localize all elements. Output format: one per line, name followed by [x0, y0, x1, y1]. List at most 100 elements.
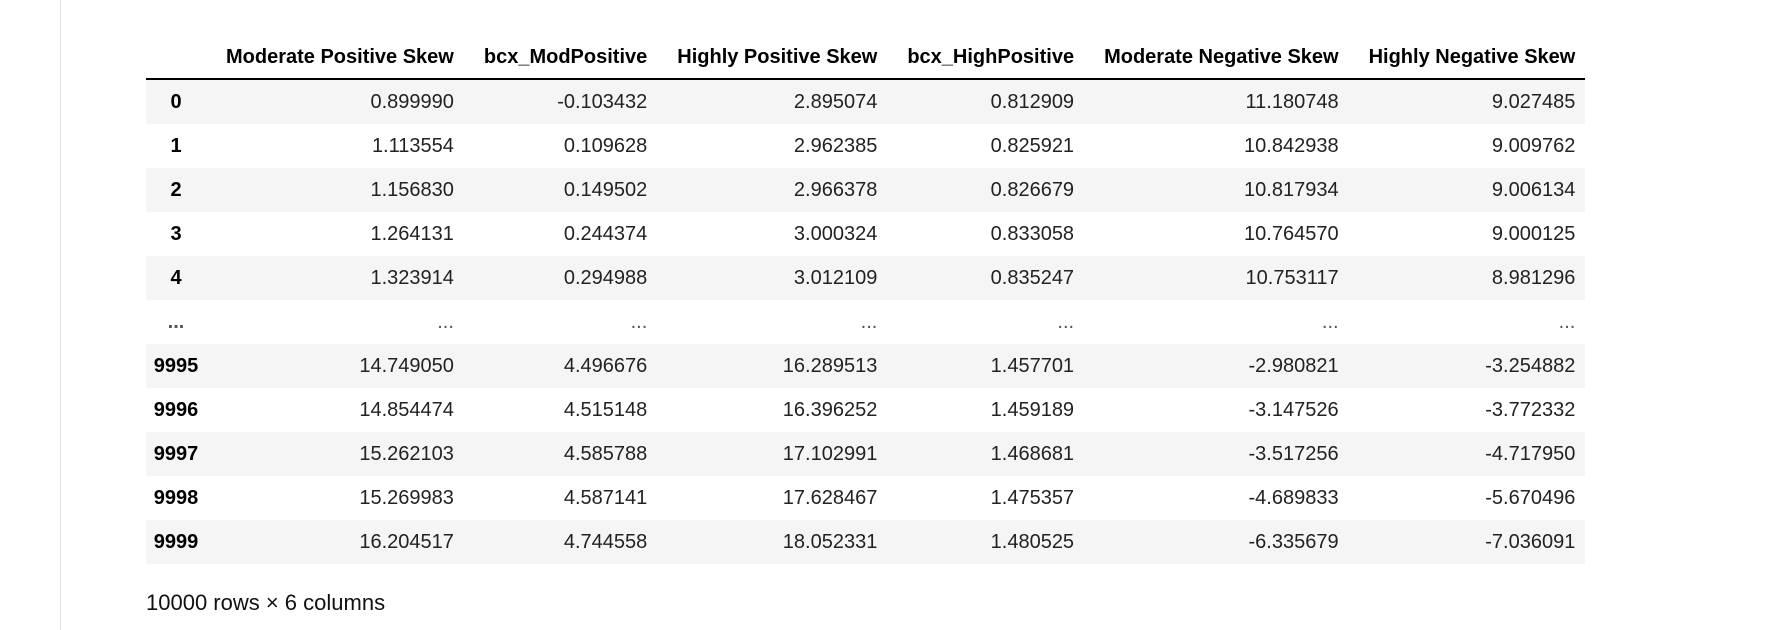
header-row: Moderate Positive Skew bcx_ModPositive H…: [146, 36, 1586, 80]
row-index: ...: [167, 310, 185, 333]
row-index: 0: [170, 90, 182, 113]
table-cell: 15.262103: [359, 442, 454, 465]
table-cell: -3.517256: [1248, 442, 1339, 465]
row-index: 3: [170, 222, 182, 245]
table-cell: 1.264131: [370, 222, 454, 245]
table-cell: -4.717950: [1485, 442, 1576, 465]
table-cell: 4.515148: [563, 398, 648, 421]
table-cell: 0.826679: [990, 178, 1075, 201]
table-cell: 14.854474: [359, 398, 454, 421]
row-index: 4: [170, 266, 182, 289]
table-row: 9997 15.262103 4.585788 17.102991 1.4686…: [146, 432, 1586, 476]
row-index: 9997: [153, 442, 199, 465]
table-cell: ...: [1321, 310, 1339, 333]
table-cell: 16.289513: [782, 354, 878, 377]
table-cell: 1.156830: [370, 178, 454, 201]
table-cell: 3.000324: [793, 222, 878, 245]
table-cell: 0.294988: [563, 266, 648, 289]
table-header: Moderate Positive Skew bcx_ModPositive H…: [146, 36, 1586, 80]
table-row: 9995 14.749050 4.496676 16.289513 1.4577…: [146, 344, 1586, 388]
table-cell: 1.323914: [370, 266, 454, 289]
table-cell: ...: [860, 310, 878, 333]
table-cell: 11.180748: [1245, 90, 1339, 113]
dataframe-output: Moderate Positive Skew bcx_ModPositive H…: [146, 36, 1586, 616]
table-cell: -3.254882: [1485, 354, 1576, 377]
table-cell: 1.475357: [990, 486, 1075, 509]
table-cell: 2.962385: [793, 134, 878, 157]
table-cell: 10.753117: [1245, 266, 1339, 289]
table-cell: 9.009762: [1491, 134, 1576, 157]
table-cell: 10.764570: [1244, 222, 1339, 245]
column-header: Highly Negative Skew: [1348, 36, 1586, 80]
row-index: 2: [170, 178, 182, 201]
row-index: 9999: [153, 530, 199, 553]
table-cell: 9.000125: [1491, 222, 1576, 245]
ellipsis-row: ... ... ... ... ... ... ...: [146, 300, 1586, 344]
table-cell: -2.980821: [1248, 354, 1339, 377]
table-cell: 4.744558: [563, 530, 648, 553]
table-cell: 1.457701: [990, 354, 1075, 377]
table-cell: 2.895074: [793, 90, 878, 113]
table-cell: 10.842938: [1244, 134, 1339, 157]
table-cell: ...: [437, 310, 454, 333]
dataframe-table: Moderate Positive Skew bcx_ModPositive H…: [146, 36, 1586, 564]
table-cell: 0.825921: [990, 134, 1075, 157]
table-cell: 16.204517: [359, 530, 454, 553]
table-cell: 0.244374: [563, 222, 648, 245]
table-cell: -3.772332: [1485, 398, 1576, 421]
table-row: 0 0.899990 -0.103432 2.895074 0.812909 1…: [146, 79, 1586, 124]
table-cell: 9.006134: [1491, 178, 1576, 201]
index-header: [146, 36, 206, 80]
table-cell: -5.670496: [1485, 486, 1576, 509]
table-cell: 0.835247: [990, 266, 1075, 289]
table-cell: 14.749050: [359, 354, 454, 377]
table-cell: 17.102991: [782, 442, 878, 465]
table-row: 9998 15.269983 4.587141 17.628467 1.4753…: [146, 476, 1586, 520]
table-cell: ...: [1558, 310, 1576, 333]
table-row: 3 1.264131 0.244374 3.000324 0.833058 10…: [146, 212, 1586, 256]
table-cell: 0.812909: [990, 90, 1075, 113]
table-cell: ...: [1057, 310, 1075, 333]
table-cell: -4.689833: [1248, 486, 1339, 509]
table-cell: 4.587141: [563, 486, 648, 509]
table-cell: 4.496676: [563, 354, 648, 377]
table-cell: 1.459189: [990, 398, 1075, 421]
column-header: bcx_HighPositive: [887, 36, 1085, 80]
notebook-cell-border: [60, 0, 61, 630]
table-cell: 18.052331: [782, 530, 878, 553]
column-header: bcx_ModPositive: [463, 36, 658, 80]
row-index: 9995: [153, 354, 199, 377]
table-cell: 1.480525: [990, 530, 1075, 553]
row-index: 9998: [153, 486, 199, 509]
table-row: 9999 16.204517 4.744558 18.052331 1.4805…: [146, 520, 1586, 564]
table-body: 0 0.899990 -0.103432 2.895074 0.812909 1…: [146, 79, 1586, 564]
table-cell: -3.147526: [1248, 398, 1339, 421]
table-cell: 8.981296: [1491, 266, 1576, 289]
table-cell: 16.396252: [782, 398, 878, 421]
table-cell: 17.628467: [782, 486, 878, 509]
table-cell: 9.027485: [1491, 90, 1576, 113]
table-cell: -7.036091: [1485, 530, 1576, 553]
table-cell: 15.269983: [359, 486, 454, 509]
table-row: 9996 14.854474 4.515148 16.396252 1.4591…: [146, 388, 1586, 432]
table-cell: 10.817934: [1244, 178, 1339, 201]
table-cell: -0.103432: [557, 90, 648, 113]
row-index: 1: [170, 134, 182, 157]
table-row: 1 1.113554 0.109628 2.962385 0.825921 10…: [146, 124, 1586, 168]
table-cell: 1.468681: [990, 442, 1075, 465]
table-cell: -6.335679: [1248, 530, 1339, 553]
table-cell: 0.109628: [563, 134, 648, 157]
dataframe-shape-text: 10000 rows × 6 columns: [146, 590, 386, 615]
column-header: Moderate Negative Skew: [1084, 36, 1349, 80]
table-row: 4 1.323914 0.294988 3.012109 0.835247 10…: [146, 256, 1586, 300]
table-cell: 1.113554: [371, 134, 454, 157]
column-header: Moderate Positive Skew: [206, 36, 464, 80]
table-cell: ...: [630, 310, 648, 333]
table-cell: 3.012109: [793, 266, 878, 289]
table-row: 2 1.156830 0.149502 2.966378 0.826679 10…: [146, 168, 1586, 212]
row-index: 9996: [153, 398, 199, 421]
table-cell: 0.149502: [563, 178, 648, 201]
table-cell: 0.899990: [370, 90, 454, 113]
table-cell: 2.966378: [793, 178, 878, 201]
table-cell: 0.833058: [990, 222, 1075, 245]
